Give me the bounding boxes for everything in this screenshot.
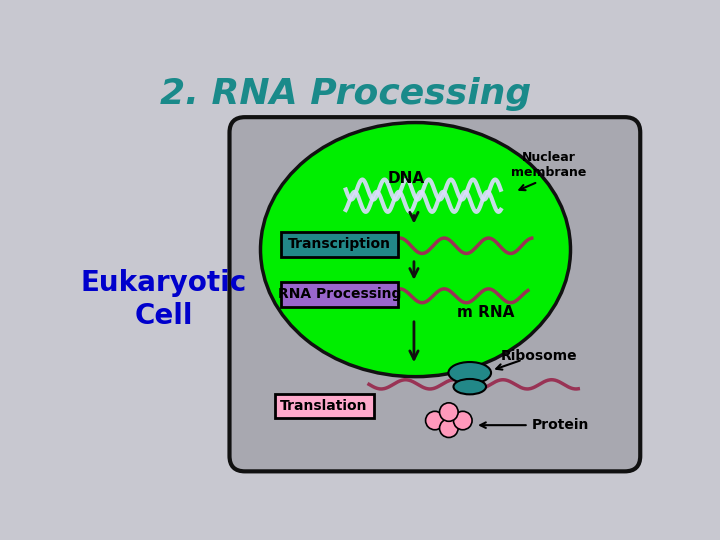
FancyBboxPatch shape — [230, 117, 640, 471]
Text: Eukaryotic
Cell: Eukaryotic Cell — [81, 269, 247, 330]
Text: Protein: Protein — [532, 418, 589, 432]
Text: 2. RNA Processing: 2. RNA Processing — [160, 77, 531, 111]
FancyBboxPatch shape — [282, 232, 397, 256]
Circle shape — [439, 403, 458, 421]
Circle shape — [426, 411, 444, 430]
Text: Translation: Translation — [280, 399, 368, 413]
Ellipse shape — [449, 362, 491, 383]
Circle shape — [439, 419, 458, 437]
Text: DNA: DNA — [387, 171, 425, 186]
Text: Ribosome: Ribosome — [501, 349, 578, 363]
Text: RNA Processing: RNA Processing — [278, 287, 401, 301]
Text: Nuclear
membrane: Nuclear membrane — [511, 151, 587, 179]
FancyBboxPatch shape — [275, 394, 374, 418]
Ellipse shape — [261, 123, 570, 377]
Text: m RNA: m RNA — [456, 305, 514, 320]
Circle shape — [454, 411, 472, 430]
FancyBboxPatch shape — [282, 282, 397, 307]
Text: Transcription: Transcription — [288, 237, 391, 251]
Ellipse shape — [454, 379, 486, 394]
